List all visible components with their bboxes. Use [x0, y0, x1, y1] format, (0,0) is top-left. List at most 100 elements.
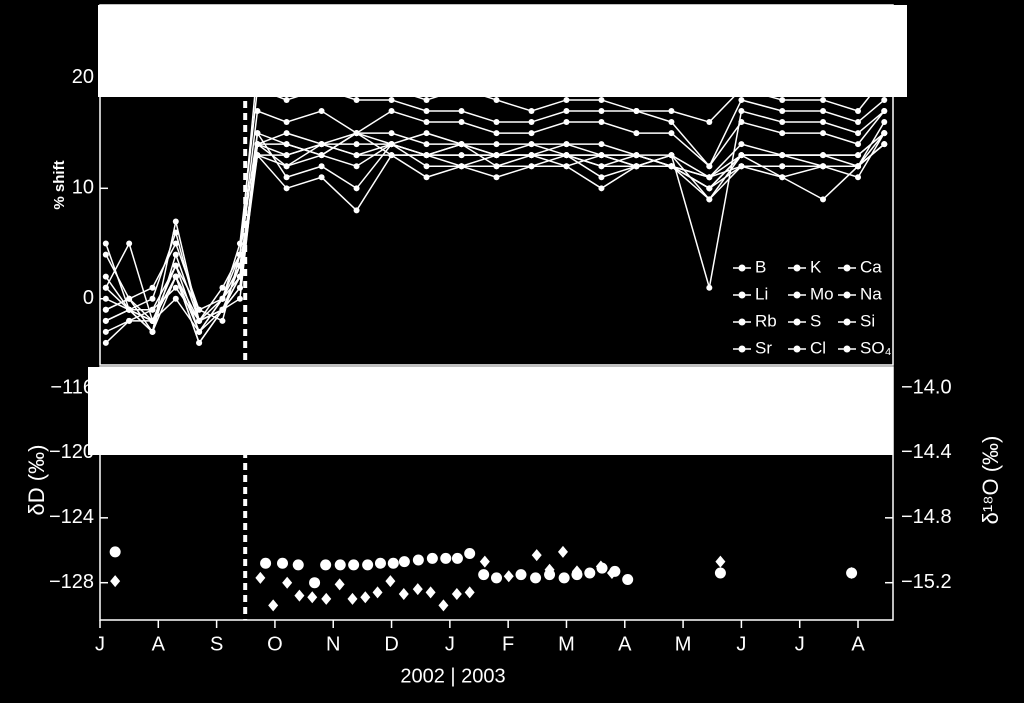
data-point	[219, 317, 226, 324]
legend-label: Rb	[755, 311, 777, 330]
data-point	[464, 548, 476, 560]
data-point	[598, 119, 605, 126]
data-point	[531, 549, 542, 562]
data-point	[606, 566, 617, 579]
data-point	[633, 152, 640, 159]
data-point	[478, 569, 490, 581]
x-tick-label: M	[558, 633, 575, 655]
data-point	[423, 108, 430, 115]
data-point	[855, 108, 862, 115]
data-point	[102, 328, 109, 335]
data-point	[109, 546, 121, 558]
x-tick-label: J	[795, 633, 805, 655]
series-line	[105, 109, 885, 323]
data-point	[362, 559, 374, 571]
data-point	[268, 599, 279, 612]
legend-marker	[843, 318, 851, 326]
data-point	[706, 119, 713, 126]
legend-marker	[843, 264, 851, 272]
data-point	[855, 119, 862, 126]
data-point	[820, 196, 827, 203]
data-point	[668, 119, 675, 126]
data-point	[633, 130, 640, 137]
data-point	[126, 317, 133, 324]
data-point	[412, 554, 424, 566]
data-point	[855, 141, 862, 148]
data-point	[563, 108, 570, 115]
data-point	[196, 339, 203, 346]
data-point	[149, 328, 156, 335]
data-point	[102, 306, 109, 313]
data-point	[172, 229, 179, 236]
data-point	[779, 163, 786, 170]
data-point	[426, 552, 438, 564]
y2-tick-label: −15.2	[901, 571, 952, 593]
data-point	[881, 108, 888, 115]
y-tick-label: −120	[49, 441, 94, 463]
data-point	[126, 306, 133, 313]
data-point	[493, 174, 500, 181]
data-point	[881, 96, 888, 103]
data-point	[598, 163, 605, 170]
data-point	[820, 130, 827, 137]
data-point	[388, 96, 395, 103]
data-point	[388, 152, 395, 159]
legend-label: Ca	[860, 257, 882, 276]
data-point	[172, 273, 179, 280]
data-point	[451, 588, 462, 601]
data-point	[149, 317, 156, 324]
legend-label: B	[755, 257, 766, 276]
data-point	[491, 572, 502, 584]
data-point	[353, 207, 360, 214]
data-point	[528, 130, 535, 137]
data-point	[412, 583, 423, 596]
legend-marker	[738, 264, 746, 272]
data-point	[423, 96, 430, 103]
legend-label: Sr	[755, 338, 772, 357]
data-point	[820, 108, 827, 115]
x-tick-label: N	[326, 633, 340, 655]
data-point	[102, 251, 109, 258]
legend-marker	[793, 345, 801, 353]
data-point	[544, 563, 555, 576]
data-point	[464, 586, 475, 599]
data-point	[479, 555, 490, 568]
data-point	[563, 152, 570, 159]
data-point	[353, 130, 360, 137]
x-tick-label: A	[152, 633, 166, 655]
data-point	[388, 141, 395, 148]
y-tick-label: −128	[49, 571, 94, 593]
data-point	[102, 317, 109, 324]
data-point	[388, 108, 395, 115]
data-point	[172, 251, 179, 258]
data-point	[706, 163, 713, 170]
data-point	[668, 108, 675, 115]
data-point	[385, 575, 396, 588]
data-point	[458, 119, 465, 126]
data-point	[846, 566, 857, 579]
cover-box	[88, 367, 893, 455]
data-point	[236, 295, 243, 302]
data-point	[374, 557, 386, 569]
y2-tick-label: −14.4	[901, 441, 952, 463]
foreground: B K Ca Li Mo Na Rb S Si Sr Cl SO₄	[243, 257, 892, 620]
data-point	[172, 284, 179, 291]
data-point	[110, 575, 121, 588]
data-point	[598, 108, 605, 115]
data-point	[102, 295, 109, 302]
x-tick-label: J	[95, 633, 105, 655]
data-point	[348, 559, 360, 571]
y-tick-label: 10	[72, 177, 94, 199]
legend-marker	[738, 345, 746, 353]
data-point	[283, 185, 290, 192]
data-point	[458, 163, 465, 170]
series-line	[105, 143, 885, 334]
data-point	[236, 262, 243, 269]
data-point	[598, 185, 605, 192]
data-point	[236, 284, 243, 291]
data-point	[318, 108, 325, 115]
data-point	[584, 567, 596, 579]
data-point	[738, 163, 745, 170]
data-point	[283, 141, 290, 148]
